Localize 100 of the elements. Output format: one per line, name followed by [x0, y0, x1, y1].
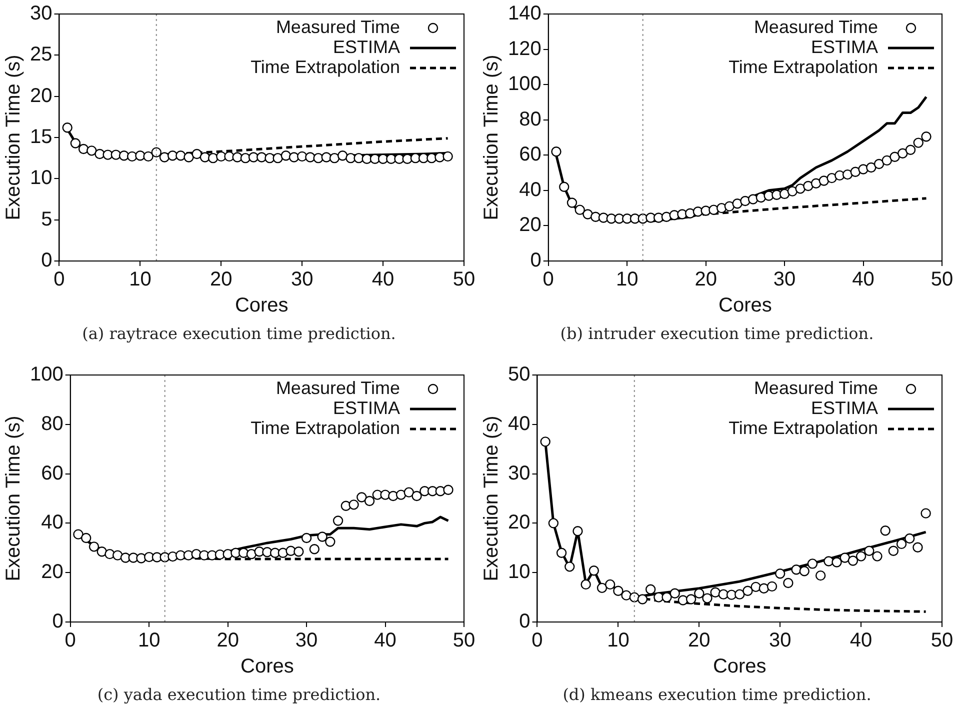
point	[779, 188, 790, 200]
y-tick-label: 20	[41, 561, 64, 584]
point	[248, 152, 259, 162]
point	[912, 542, 923, 553]
point	[724, 201, 735, 212]
point	[135, 150, 146, 161]
point	[396, 490, 406, 500]
legend-label: Time Extrapolation	[728, 418, 878, 438]
point	[574, 204, 585, 215]
point	[192, 148, 202, 160]
point	[566, 198, 578, 208]
legend-label: Measured Time	[754, 16, 878, 37]
legend-label: Time Extrapolation	[728, 56, 878, 77]
point	[605, 579, 616, 590]
x-axis-title: Cores	[240, 656, 294, 678]
x-tick-label: 40	[372, 268, 394, 291]
x-tick-label: 50	[930, 268, 954, 291]
x-tick-label: 30	[295, 630, 318, 652]
point	[317, 532, 328, 542]
point	[856, 551, 866, 562]
point	[442, 151, 453, 162]
y-tick-label: 30	[30, 2, 52, 25]
point	[443, 484, 454, 495]
point	[807, 558, 818, 569]
point	[329, 152, 340, 164]
y-tick-label: 10	[30, 167, 52, 190]
point	[354, 152, 364, 164]
y-tick-label: 30	[508, 462, 530, 484]
point	[582, 209, 593, 220]
legend-label: ESTIMA	[332, 36, 400, 57]
point	[775, 568, 786, 579]
point	[94, 148, 105, 160]
y-tick-label: 40	[519, 178, 542, 201]
y-axis-title: Execution Time (s)	[480, 54, 503, 220]
y-tick-label: 50	[508, 364, 530, 386]
point	[734, 589, 745, 600]
point	[559, 182, 570, 192]
y-tick-label: 140	[508, 2, 542, 25]
point	[904, 533, 915, 544]
legend-label: Time Extrapolation	[250, 418, 400, 438]
legend-label: ESTIMA	[332, 398, 400, 418]
point	[921, 132, 932, 142]
x-tick-label: 20	[694, 268, 717, 291]
x-tick-label: 50	[930, 630, 954, 652]
x-tick-label: 40	[850, 630, 872, 652]
y-tick-label: 0	[41, 250, 52, 272]
text: (a) raytrace execution time prediction.	[81, 324, 397, 343]
y-axis-title: Execution Time (s)	[480, 416, 503, 582]
point	[86, 146, 97, 156]
point	[176, 150, 186, 161]
text: (c) yada execution time prediction.	[96, 685, 382, 704]
point	[184, 152, 194, 162]
legend-label: ESTIMA	[810, 398, 878, 418]
point	[112, 550, 123, 560]
point	[742, 586, 753, 596]
y-tick-label: 60	[519, 144, 542, 166]
point	[564, 562, 575, 572]
point	[356, 492, 367, 502]
point	[548, 518, 559, 528]
x-tick-label: 30	[768, 630, 792, 652]
point	[791, 564, 802, 575]
point	[758, 583, 770, 594]
y-tick-label: 20	[508, 512, 530, 534]
point	[815, 570, 826, 581]
x-tick-label: 30	[290, 268, 314, 291]
point	[702, 593, 712, 604]
y-axis-title: Execution Time (s)	[2, 416, 25, 582]
point	[864, 546, 874, 556]
y-tick-label: 0	[530, 250, 542, 272]
x-tick-label: 40	[374, 630, 396, 652]
point	[404, 487, 414, 498]
point	[159, 152, 170, 162]
point	[297, 151, 308, 162]
point	[686, 594, 696, 604]
y-tick-label: 100	[508, 73, 542, 96]
y-tick-label: 120	[508, 38, 542, 60]
point	[272, 152, 283, 164]
point	[645, 584, 656, 594]
legend-label: Measured Time	[276, 378, 400, 398]
point	[710, 587, 720, 598]
point	[874, 158, 884, 170]
point	[337, 150, 348, 161]
x-axis-title: Cores	[234, 294, 288, 317]
x-tick-label: 40	[852, 268, 874, 291]
point	[694, 588, 704, 598]
point	[810, 178, 822, 188]
point	[842, 169, 853, 180]
point	[832, 557, 842, 568]
point	[81, 532, 92, 544]
point	[637, 594, 648, 604]
point	[246, 548, 257, 560]
point	[208, 152, 218, 164]
x-axis-title: Cores	[718, 294, 772, 317]
y-tick-label: 80	[519, 108, 542, 130]
text: (b) intruder execution time prediction.	[559, 324, 875, 343]
y-axis-title: Execution Time (s)	[2, 54, 25, 220]
legend-label: Time Extrapolation	[250, 56, 400, 77]
point	[670, 588, 680, 598]
y-tick-label: 0	[519, 610, 530, 633]
point	[588, 566, 600, 576]
